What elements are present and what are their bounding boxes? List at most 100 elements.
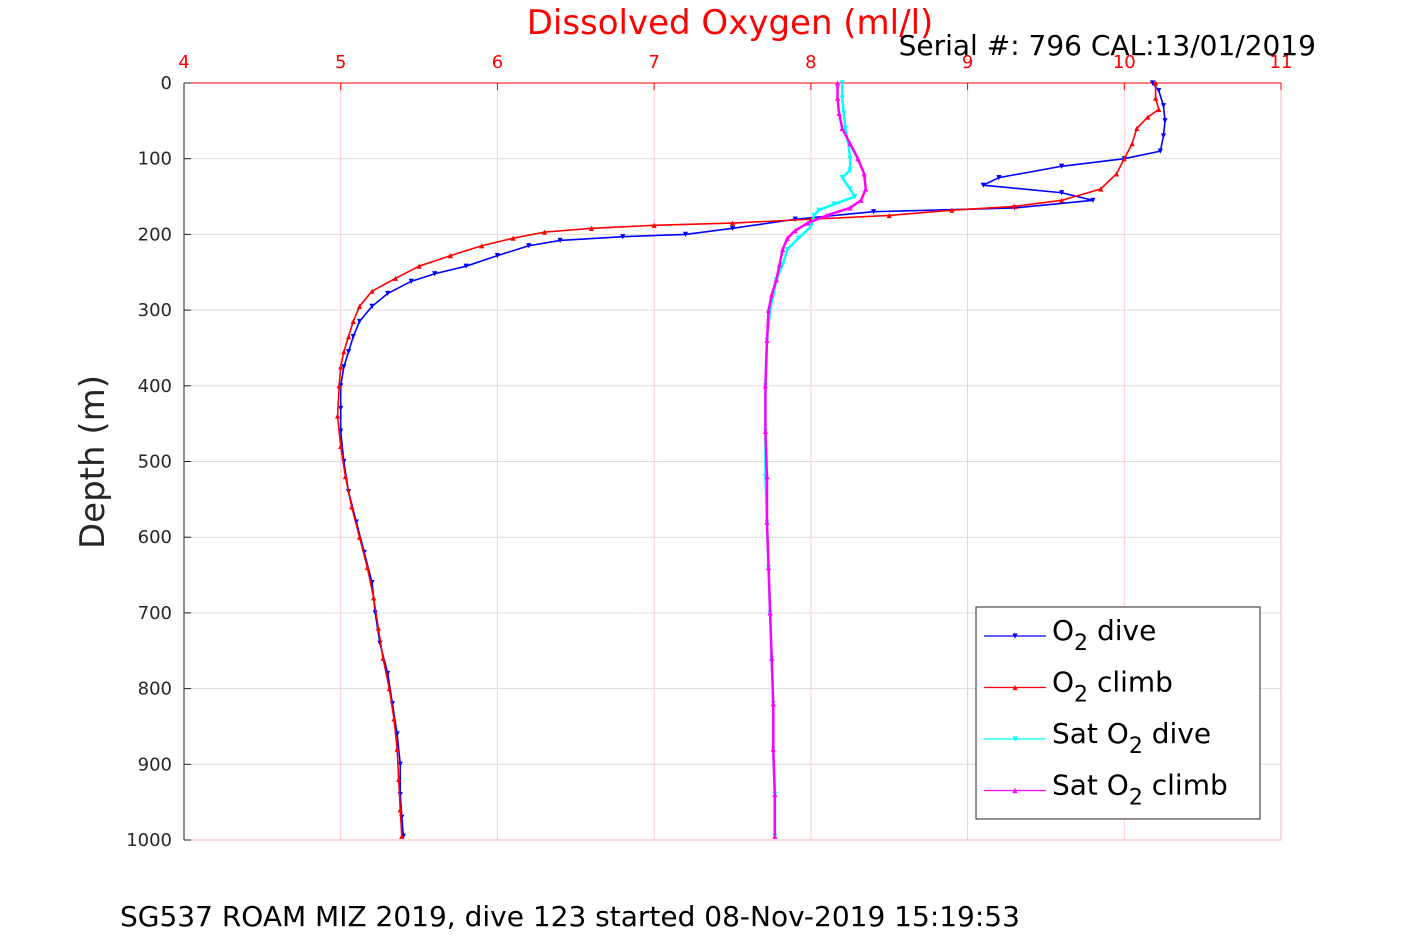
chart-title: Dissolved Oxygen (ml/l) [527,3,934,43]
data-point [557,237,563,244]
y-tick-label: 800 [138,679,172,700]
data-point [682,231,689,237]
data-point [380,655,386,661]
series-line [764,83,856,837]
data-point [996,175,1002,181]
data-point [1153,95,1159,101]
data-point [375,625,381,631]
data-point [338,364,344,370]
data-point [371,595,377,601]
data-point [338,405,344,412]
data-point [839,125,845,132]
legend-entry-o2-dive: O2 dive [984,614,1156,656]
data-point [1059,163,1065,169]
data-point [385,290,391,297]
data-point [494,252,501,259]
data-point [510,235,516,241]
data-point [784,246,790,253]
data-point [392,275,399,281]
data-point [811,212,817,219]
data-point [1156,87,1162,94]
data-point [764,337,770,343]
y-tick-label: 700 [138,603,172,624]
data-point [345,349,352,355]
series-line [764,83,867,837]
data-point [858,197,864,203]
data-point [767,610,773,616]
data-point [823,212,830,219]
data-point [805,220,811,226]
data-point [949,207,955,213]
data-point [863,186,869,192]
data-point [847,140,853,147]
data-point [334,413,341,419]
data-point [386,686,392,692]
data-point [356,303,363,309]
data-point [780,262,786,268]
data-point [855,156,861,162]
data-point [1059,190,1065,196]
data-point [416,263,422,269]
y-tick-label: 1000 [126,830,172,851]
x-tick-label: 8 [805,52,816,73]
data-point [784,235,790,241]
data-point [350,333,356,340]
x-tick-label: 6 [492,52,503,73]
data-point [342,474,349,480]
y-tick-label: 600 [138,527,172,548]
data-point [397,761,403,767]
data-point [770,701,776,707]
data-point [886,212,892,219]
data-point [839,95,845,101]
x-axis-ticks: 4 5 6 7 8 9 10 11 [178,52,1292,90]
data-point [852,193,858,200]
legend-label: Sat O2 dive [1052,717,1211,759]
data-point [1160,133,1167,139]
data-point [408,278,414,284]
y-tick-label: 500 [138,452,172,473]
data-point [770,746,776,752]
data-point [847,167,853,173]
data-point [588,225,595,231]
data-point [765,307,772,313]
data-point [847,156,853,162]
data-point [769,655,775,661]
data-point [369,288,375,294]
data-point [834,95,841,101]
data-point [1098,186,1104,192]
data-point [1113,171,1120,177]
data-point [1157,148,1163,154]
legend-marker [1012,633,1018,639]
data-point [1149,80,1156,86]
y-tick-label: 0 [161,73,172,94]
data-point [338,443,344,449]
data-point [364,564,370,571]
data-point [1090,197,1096,203]
data-point [341,349,347,355]
data-point [391,716,397,722]
series-o2-climb [334,80,1162,839]
data-point [861,171,867,177]
data-point [847,186,853,192]
data-point [541,229,548,235]
data-point [772,791,778,798]
data-point [349,504,355,510]
data-point [432,271,438,277]
legend-marker [1012,736,1018,742]
data-point [1160,103,1167,109]
data-point [870,209,877,215]
data-point [847,205,853,211]
data-point [764,474,770,480]
data-point [1153,80,1159,86]
data-point [816,207,822,213]
legend-entry-sat-o2-dive: Sat O2 dive [984,717,1211,759]
data-point [1145,114,1151,120]
data-point [841,110,847,116]
data-point [795,235,801,241]
y-tick-label: 900 [138,754,172,775]
data-point [1059,197,1065,203]
data-point [729,225,736,231]
x-tick-label: 4 [178,52,189,73]
legend-marker [1012,684,1018,691]
y-tick-label: 200 [138,224,172,245]
